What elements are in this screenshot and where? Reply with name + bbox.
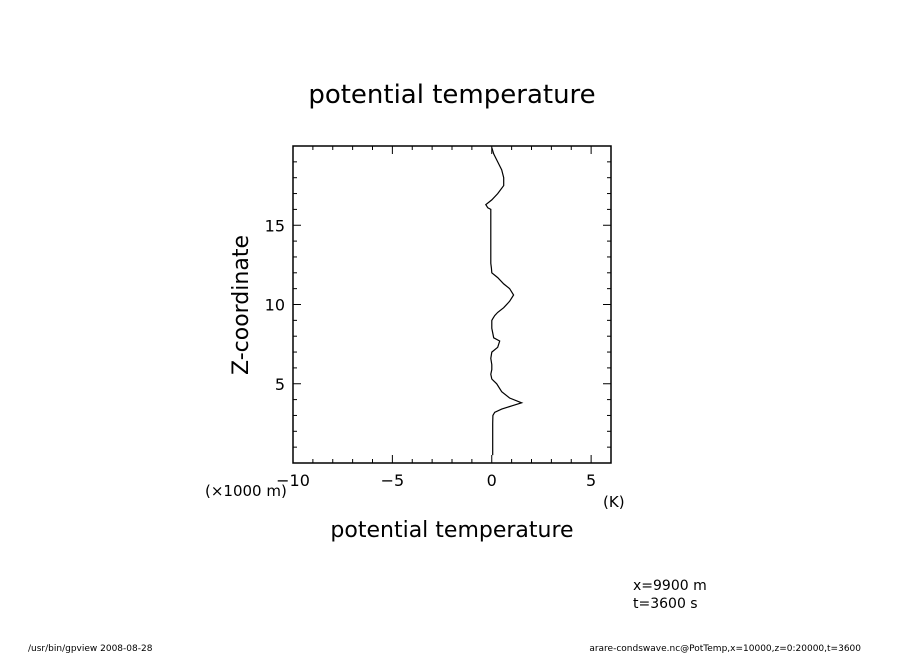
- series-line: [485, 147, 524, 456]
- x-axis-unit: (K): [603, 493, 625, 511]
- x-tick-label: 0: [487, 471, 497, 490]
- chart-title: potential temperature: [308, 80, 595, 110]
- footer-left: /usr/bin/gpview 2008-08-28: [28, 644, 153, 654]
- x-axis-label: potential temperature: [330, 518, 573, 543]
- y-tick-labels: 5 10 15: [265, 216, 285, 394]
- info-t: t=3600 s: [633, 596, 698, 612]
- x-tick-label: −10: [276, 471, 310, 490]
- x-tick-label: −5: [381, 471, 405, 490]
- y-tick-label: 10: [265, 296, 285, 315]
- info-x: x=9900 m: [633, 578, 707, 594]
- axis-ticks: [292, 145, 612, 464]
- footer-right: arare-condswave.nc@PotTemp,x=10000,z=0:2…: [589, 644, 861, 654]
- y-tick-label: 5: [275, 375, 285, 394]
- x-tick-label: 5: [586, 471, 596, 490]
- x-tick-labels: −10 −5 0 5: [276, 471, 596, 490]
- y-axis-unit: (×1000 m): [205, 482, 287, 500]
- y-tick-label: 15: [265, 216, 285, 235]
- y-axis-label: Z-coordinate: [229, 235, 254, 375]
- plot-frame: [292, 145, 612, 464]
